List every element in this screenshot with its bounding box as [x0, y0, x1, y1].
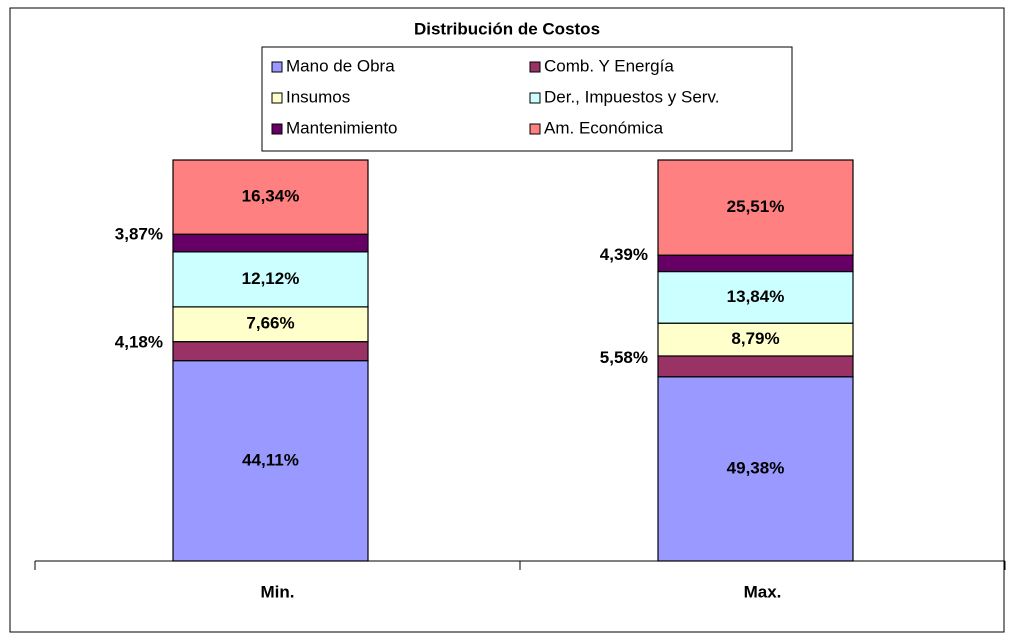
legend-label: Comb. Y Energía: [544, 56, 674, 75]
data-label: 5,58%: [600, 348, 648, 367]
legend-swatch: [529, 123, 541, 135]
legend-swatch: [529, 92, 541, 104]
legend-swatch: [271, 61, 283, 73]
legend-box: [261, 46, 793, 152]
data-label: 12,12%: [242, 269, 300, 288]
legend-label: Am. Económica: [544, 118, 664, 137]
data-label: 3,87%: [115, 224, 163, 243]
bar-segment: [172, 159, 369, 235]
bar-segment: [657, 322, 854, 357]
x-tick-label: Min.: [261, 582, 295, 601]
chart-title: Distribución de Costos: [414, 19, 600, 38]
legend-label: Insumos: [286, 87, 350, 106]
data-label: 13,84%: [727, 287, 785, 306]
legend-swatch: [271, 123, 283, 135]
data-label: 4,39%: [600, 245, 648, 264]
data-label: 8,79%: [731, 329, 779, 348]
legend-label: Mantenimiento: [286, 118, 398, 137]
legend-swatch: [529, 61, 541, 73]
bar-segment: [172, 306, 369, 343]
data-label: 25,51%: [727, 197, 785, 216]
legend-label: Mano de Obra: [286, 56, 395, 75]
bar-segment: [172, 360, 369, 562]
legend-swatch: [271, 92, 283, 104]
bar-segment: [172, 341, 369, 362]
data-label: 7,66%: [246, 314, 294, 333]
data-label: 16,34%: [242, 187, 300, 206]
x-tick-label: Max.: [744, 582, 782, 601]
bar-segment: [657, 254, 854, 273]
bar-segment: [172, 251, 369, 308]
legend-label: Der., Impuestos y Serv.: [544, 87, 719, 106]
bar-segment: [172, 233, 369, 253]
data-label: 4,18%: [115, 333, 163, 352]
bar-segment: [657, 270, 854, 324]
bar-segment: [657, 159, 854, 256]
bar-segment: [657, 376, 854, 562]
data-label: 44,11%: [242, 450, 299, 469]
bar-segment: [657, 355, 854, 378]
data-label: 49,38%: [727, 458, 785, 477]
